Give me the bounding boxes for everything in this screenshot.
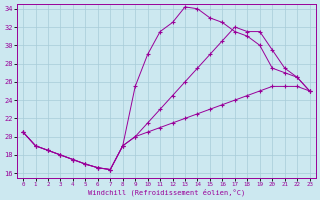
X-axis label: Windchill (Refroidissement éolien,°C): Windchill (Refroidissement éolien,°C)	[88, 188, 245, 196]
